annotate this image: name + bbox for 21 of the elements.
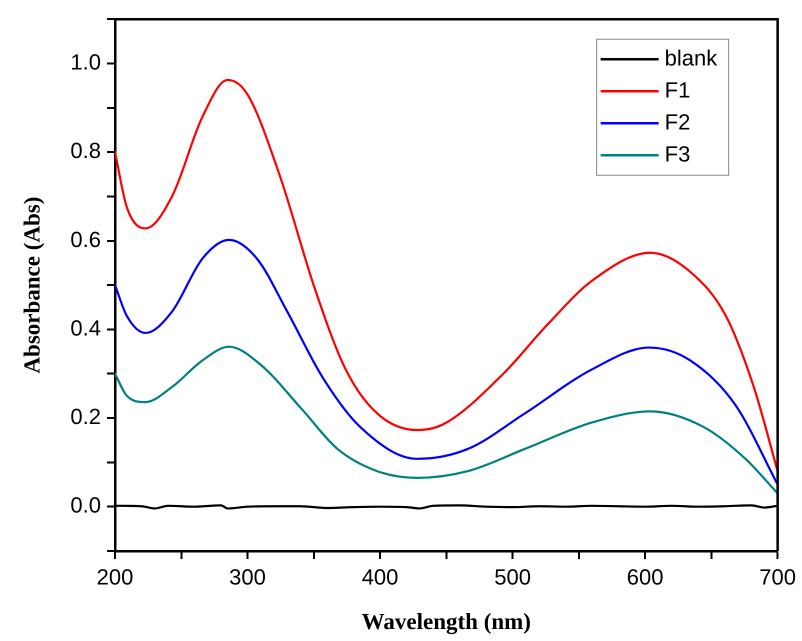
x-tick-label: 600 xyxy=(626,564,664,590)
x-tick-label: 200 xyxy=(96,564,134,590)
y-tick-label: 0.2 xyxy=(70,404,101,430)
y-tick-label: 1.0 xyxy=(70,50,101,75)
line-series xyxy=(115,238,778,486)
line-series xyxy=(115,78,778,472)
y-axis-title: Absorbance (Abs) xyxy=(20,196,45,374)
x-axis-title: Wavelength (nm) xyxy=(362,609,531,636)
legend-label: F3 xyxy=(664,141,690,166)
line-series xyxy=(115,346,778,494)
legend-label: F2 xyxy=(664,109,690,134)
y-tick-label: 0.4 xyxy=(70,315,101,340)
y-tick-label: 0.6 xyxy=(70,226,101,252)
x-tick-label: 400 xyxy=(362,564,398,590)
legend-label: blank xyxy=(664,45,718,70)
x-tick-label: 500 xyxy=(494,564,531,590)
text: 0.0 xyxy=(70,492,101,518)
x-tick-label: 300 xyxy=(229,564,266,590)
y-tick-label: 0.8 xyxy=(70,138,101,164)
legend-label: F1 xyxy=(664,77,690,102)
x-tick-label: 700 xyxy=(759,564,796,590)
